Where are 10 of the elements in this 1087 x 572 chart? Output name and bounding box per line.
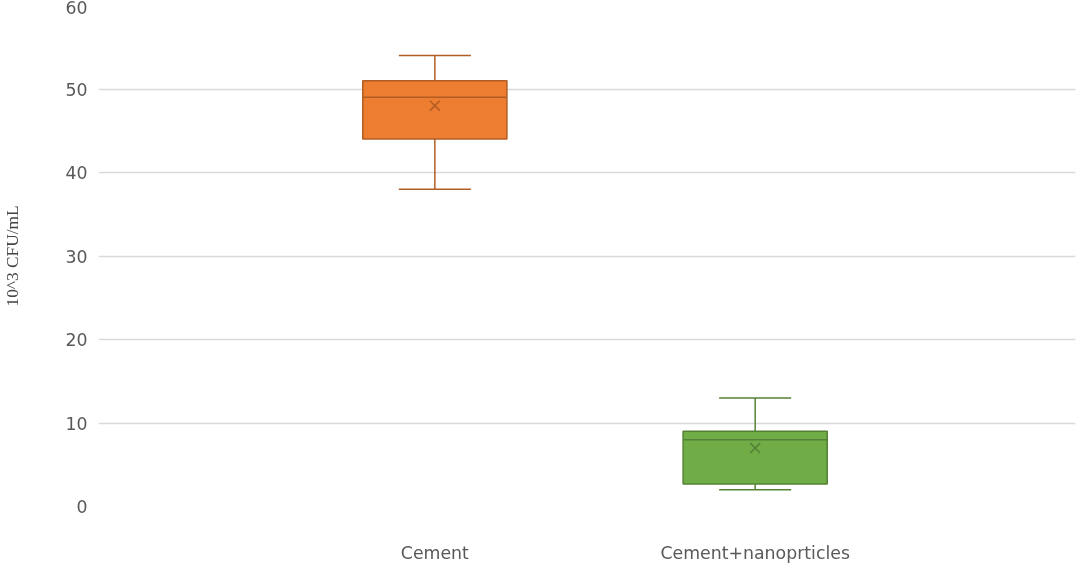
y-tick-label: 60 — [65, 0, 88, 18]
x-tick-label: Cement — [400, 542, 470, 563]
y-tick-label: 50 — [65, 79, 88, 100]
y-tick-label: 10 — [65, 413, 88, 434]
y-tick-label: 30 — [65, 246, 88, 267]
y-tick-label: 20 — [65, 330, 88, 350]
x-tick-label: Cement+nanoprticles — [660, 542, 850, 563]
y-tick-label: 0 — [76, 497, 88, 517]
y-tick-label: 40 — [65, 163, 88, 183]
y-axis-title: 10^3 CFU/mL — [3, 205, 23, 307]
